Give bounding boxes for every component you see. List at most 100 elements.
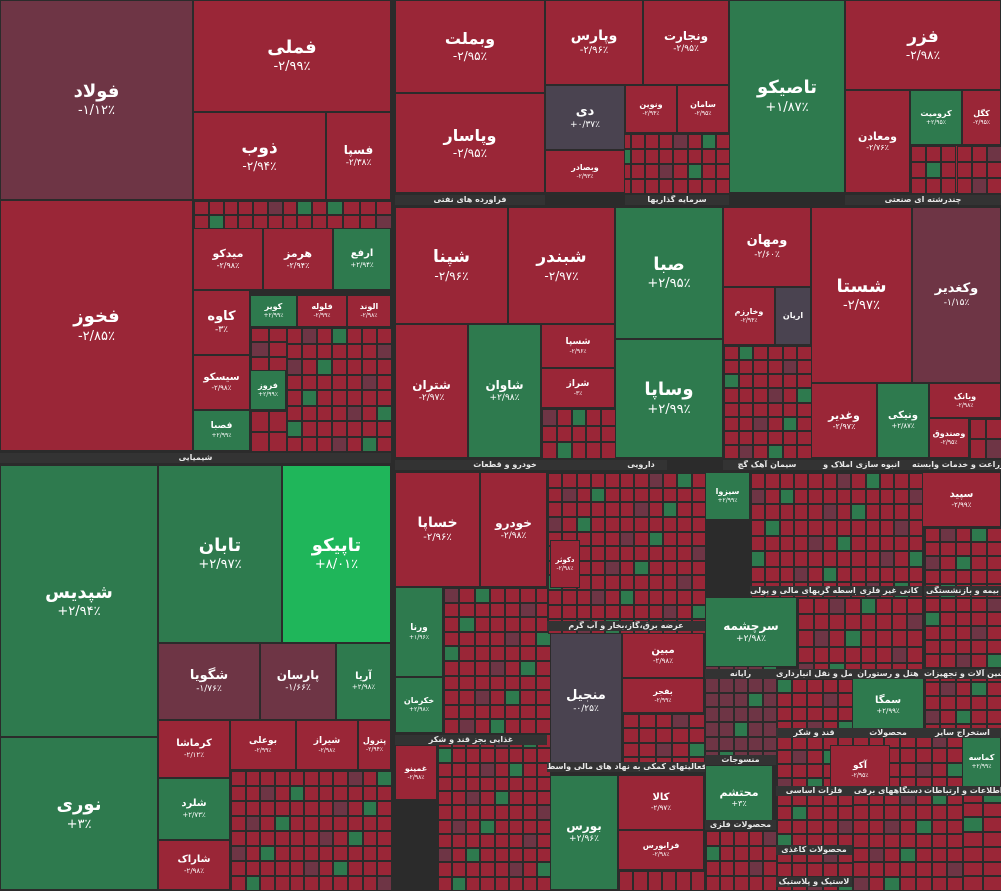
mini-tile[interactable] (677, 619, 691, 634)
mini-tile[interactable] (780, 520, 794, 536)
mini-tile[interactable] (542, 442, 557, 459)
mini-tile[interactable] (823, 504, 837, 520)
mini-tile[interactable] (692, 605, 706, 620)
mini-tile[interactable] (792, 820, 807, 834)
mini-tile[interactable] (480, 848, 494, 862)
mini-tile[interactable] (892, 614, 908, 630)
mini-tile[interactable] (317, 390, 332, 406)
mini-tile[interactable] (925, 696, 940, 710)
mini-tile[interactable] (829, 598, 845, 614)
mini-tile[interactable] (971, 724, 986, 738)
mini-tile[interactable] (719, 722, 733, 737)
mini-tile[interactable] (753, 346, 768, 360)
mini-tile[interactable] (490, 603, 505, 618)
mini-tile[interactable] (438, 834, 452, 848)
mini-tile[interactable] (807, 693, 822, 707)
mini-tile[interactable] (814, 647, 830, 663)
mini-tile[interactable] (562, 488, 576, 503)
mini-tile[interactable] (302, 390, 317, 406)
mini-tile[interactable] (808, 567, 822, 583)
mini-tile[interactable] (869, 877, 885, 891)
mini-tile[interactable] (987, 162, 1001, 178)
mini-tile[interactable] (763, 722, 777, 737)
mini-tile[interactable] (509, 877, 523, 891)
mini-tile[interactable] (490, 646, 505, 661)
mini-tile[interactable] (601, 442, 616, 459)
mini-tile[interactable] (916, 877, 932, 891)
mini-tile[interactable] (894, 551, 908, 567)
mini-tile[interactable] (577, 517, 591, 532)
mini-tile[interactable] (869, 834, 885, 848)
mini-tile[interactable] (751, 520, 765, 536)
tile-arian[interactable]: اریان (775, 287, 811, 345)
mini-tile[interactable] (348, 846, 363, 861)
mini-tile[interactable] (348, 861, 363, 876)
mini-tile[interactable] (925, 584, 940, 598)
mini-tile[interactable] (823, 707, 838, 721)
tile-manjil[interactable]: منجیل-۰/۲۵٪ (550, 633, 622, 770)
mini-tile[interactable] (649, 517, 663, 532)
tile-sharak[interactable]: شاراک-۲/۹۸٪ (158, 840, 230, 890)
mini-tile[interactable] (297, 215, 312, 229)
mini-tile[interactable] (940, 528, 955, 542)
mini-tile[interactable] (987, 146, 1001, 162)
mini-tile[interactable] (807, 877, 822, 891)
mini-tile[interactable] (925, 612, 940, 626)
mini-tile[interactable] (823, 567, 837, 583)
mini-tile[interactable] (634, 502, 648, 517)
mini-tile[interactable] (362, 344, 377, 360)
mini-tile[interactable] (620, 502, 634, 517)
mini-tile[interactable] (327, 201, 343, 215)
mini-tile[interactable] (304, 846, 319, 861)
tile-vmaaden[interactable]: ومعادن-۲/۷۶٪ (845, 90, 910, 193)
mini-tile[interactable] (692, 517, 706, 532)
mini-tile[interactable] (459, 719, 474, 734)
mini-tile[interactable] (734, 722, 748, 737)
mini-tile[interactable] (283, 215, 298, 229)
mini-tile[interactable] (673, 164, 687, 179)
mini-tile[interactable] (377, 771, 392, 786)
mini-tile[interactable] (956, 682, 971, 696)
mini-tile[interactable] (495, 834, 509, 848)
mini-tile[interactable] (649, 488, 663, 503)
mini-tile[interactable] (932, 834, 948, 848)
mini-tile[interactable] (275, 771, 290, 786)
mini-tile[interactable] (663, 502, 677, 517)
mini-tile[interactable] (851, 582, 865, 598)
mini-tile[interactable] (777, 778, 792, 792)
mini-tile[interactable] (838, 863, 853, 877)
mini-tile[interactable] (466, 820, 480, 834)
mini-tile[interactable] (438, 862, 452, 876)
mini-tile[interactable] (724, 374, 739, 388)
mini-tile[interactable] (909, 582, 923, 598)
tile-fowlad[interactable]: فولاد-۱/۱۲٪ (0, 0, 193, 200)
mini-tile[interactable] (783, 388, 798, 402)
mini-tile[interactable] (452, 791, 466, 805)
mini-tile[interactable] (586, 409, 601, 426)
mini-tile[interactable] (724, 388, 739, 402)
mini-tile[interactable] (794, 536, 808, 552)
mini-tile[interactable] (940, 682, 955, 696)
tile-shiraz[interactable]: شیراز-۲/۹۸٪ (296, 720, 358, 770)
mini-tile[interactable] (851, 551, 865, 567)
mini-tile[interactable] (853, 805, 869, 819)
mini-tile[interactable] (808, 520, 822, 536)
tile-vbank[interactable]: وبانک-۲/۹۸٪ (929, 383, 1001, 418)
mini-tile[interactable] (495, 734, 509, 748)
mini-tile[interactable] (940, 710, 955, 724)
mini-tile[interactable] (591, 619, 605, 634)
mini-tile[interactable] (520, 676, 535, 691)
mini-tile[interactable] (853, 877, 869, 891)
mini-tile[interactable] (768, 360, 783, 374)
mini-tile[interactable] (916, 777, 932, 791)
mini-tile[interactable] (360, 201, 376, 215)
mini-tile[interactable] (634, 532, 648, 547)
tile-parsan[interactable]: پارسان-۱/۶۶٪ (260, 643, 336, 720)
mini-tile[interactable] (269, 357, 287, 371)
mini-tile[interactable] (748, 737, 762, 752)
mini-tile[interactable] (520, 705, 535, 720)
mini-tile[interactable] (894, 489, 908, 505)
mini-tile[interactable] (894, 473, 908, 489)
mini-tile[interactable] (495, 777, 509, 791)
mini-tile[interactable] (495, 791, 509, 805)
